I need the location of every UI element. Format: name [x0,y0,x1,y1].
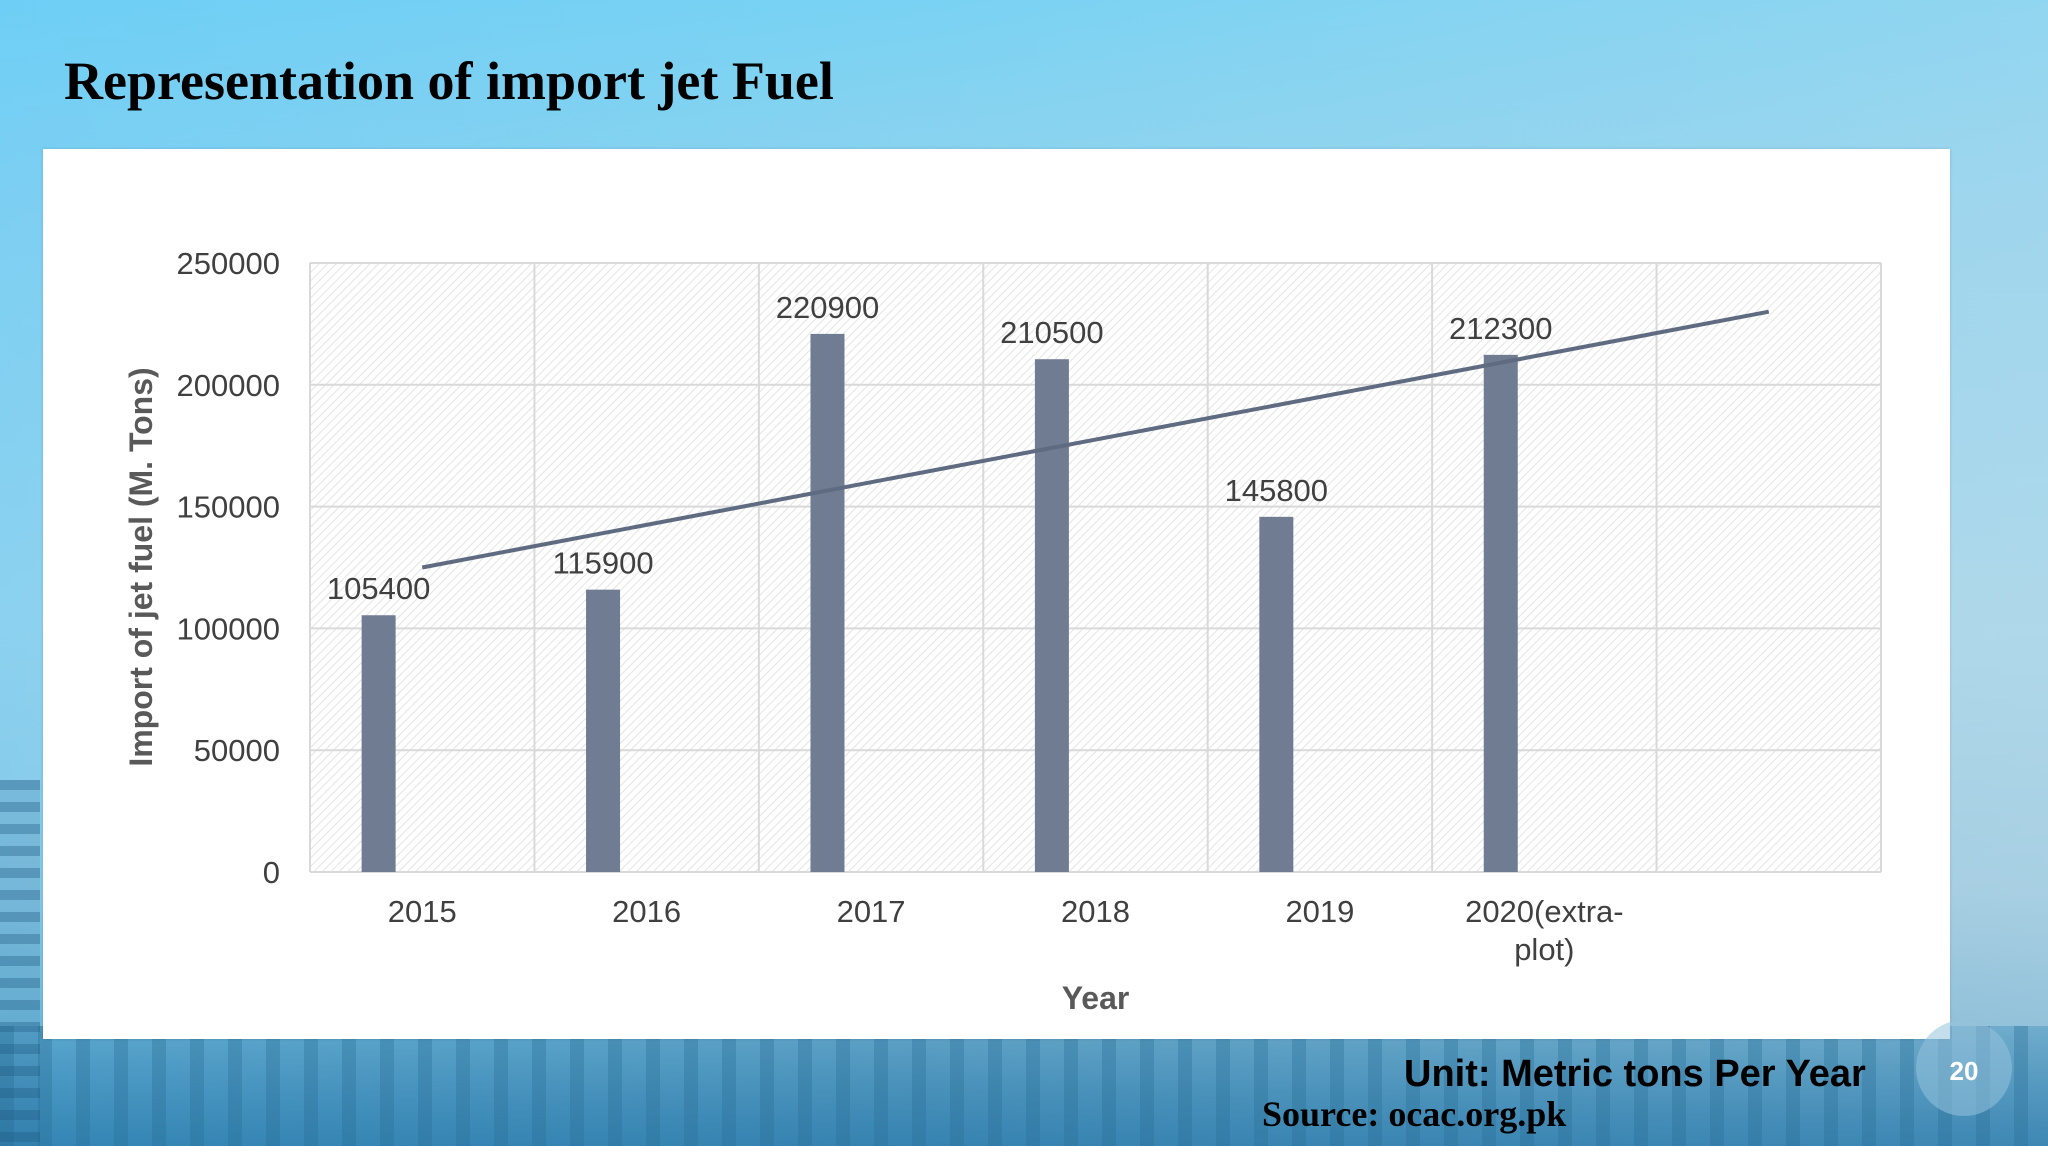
x-tick-label: 2018 [1061,894,1130,929]
data-label: 105400 [327,571,430,606]
page-number-badge [1916,1020,2012,1116]
y-tick-label: 50000 [194,733,280,768]
y-tick-label: 0 [263,855,280,890]
bar [361,615,396,872]
bar [1259,516,1294,872]
data-label: 210500 [1000,315,1103,350]
source-note: Source: ocac.org.pk [1262,1094,1567,1134]
bar [810,333,845,873]
y-axis-label: Import of jet fuel (M. Tons) [123,367,159,766]
x-axis-tick-labels: 2015 2016 2017 2018 2019 2020(extra-plot) [388,894,1624,967]
slide-title: Representation of import jet Fuel [64,51,834,111]
x-tick-label: plot) [1514,932,1574,967]
x-axis-label: Year [1062,980,1130,1016]
horizontal-gridlines [310,262,1881,873]
city-skyline-background [0,1026,2048,1146]
x-tick-label: 2016 [612,894,681,929]
bar-chart: 105400 115900 220900 210500 145800 212300 0 50… [123,246,1882,1016]
y-tick-label: 100000 [177,611,280,646]
chart-panel: 105400 115900 220900 210500 145800 212300 0 50… [43,149,1950,1039]
bar [1483,354,1518,872]
data-label: 115900 [552,546,653,581]
data-label: 220900 [776,290,879,325]
bar-series [361,333,1518,873]
data-labels: 105400 115900 220900 210500 145800 212300 [327,290,1553,606]
unit-note: Unit: Metric tons Per Year [1404,1053,1866,1095]
bottom-border [0,1146,2048,1152]
x-tick-label: 2017 [837,894,906,929]
y-tick-label: 200000 [177,368,280,403]
y-tick-label: 250000 [177,246,280,281]
bar [586,589,621,872]
trendline [421,309,1770,570]
bar [1034,359,1069,872]
x-tick-label: 2020(extra- [1465,894,1624,929]
plot-area [310,263,1881,872]
y-axis-tick-labels: 0 50000 100000 150000 200000 250000 [177,246,280,890]
vertical-gridlines [309,263,1882,872]
data-label: 212300 [1449,311,1552,346]
page-number: 20 [1949,1056,1979,1086]
x-tick-label: 2015 [388,894,457,929]
y-tick-label: 150000 [177,490,280,525]
city-building-decoration [0,780,40,1146]
x-tick-label: 2019 [1285,894,1354,929]
data-label: 145800 [1225,473,1328,508]
